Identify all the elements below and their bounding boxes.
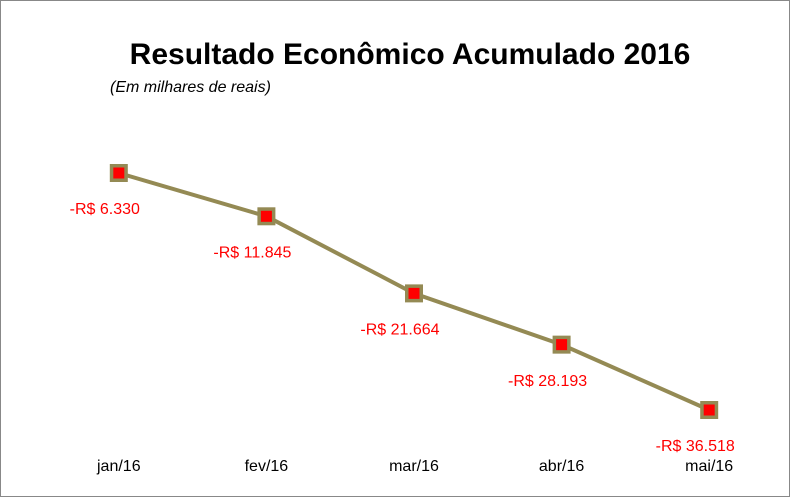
data-label: -R$ 36.518 [656, 438, 735, 455]
chart-subtitle: (Em milhares de reais) [110, 79, 271, 96]
marker-inner [556, 339, 568, 351]
x-tick-label: abr/16 [539, 458, 584, 475]
data-label: -R$ 21.664 [360, 322, 439, 339]
data-label: -R$ 6.330 [70, 201, 140, 218]
marker-inner [703, 404, 715, 416]
marker-inner [408, 287, 420, 299]
x-tick-label: jan/16 [96, 458, 141, 475]
data-label: -R$ 11.845 [213, 245, 291, 262]
x-tick-label: mai/16 [685, 458, 733, 475]
data-label: -R$ 28.193 [508, 373, 587, 390]
marker-inner [260, 210, 272, 222]
marker-inner [113, 167, 125, 179]
chart-title: Resultado Econômico Acumulado 2016 [130, 38, 691, 71]
x-tick-label: mar/16 [389, 458, 439, 475]
x-tick-label: fev/16 [245, 458, 289, 475]
